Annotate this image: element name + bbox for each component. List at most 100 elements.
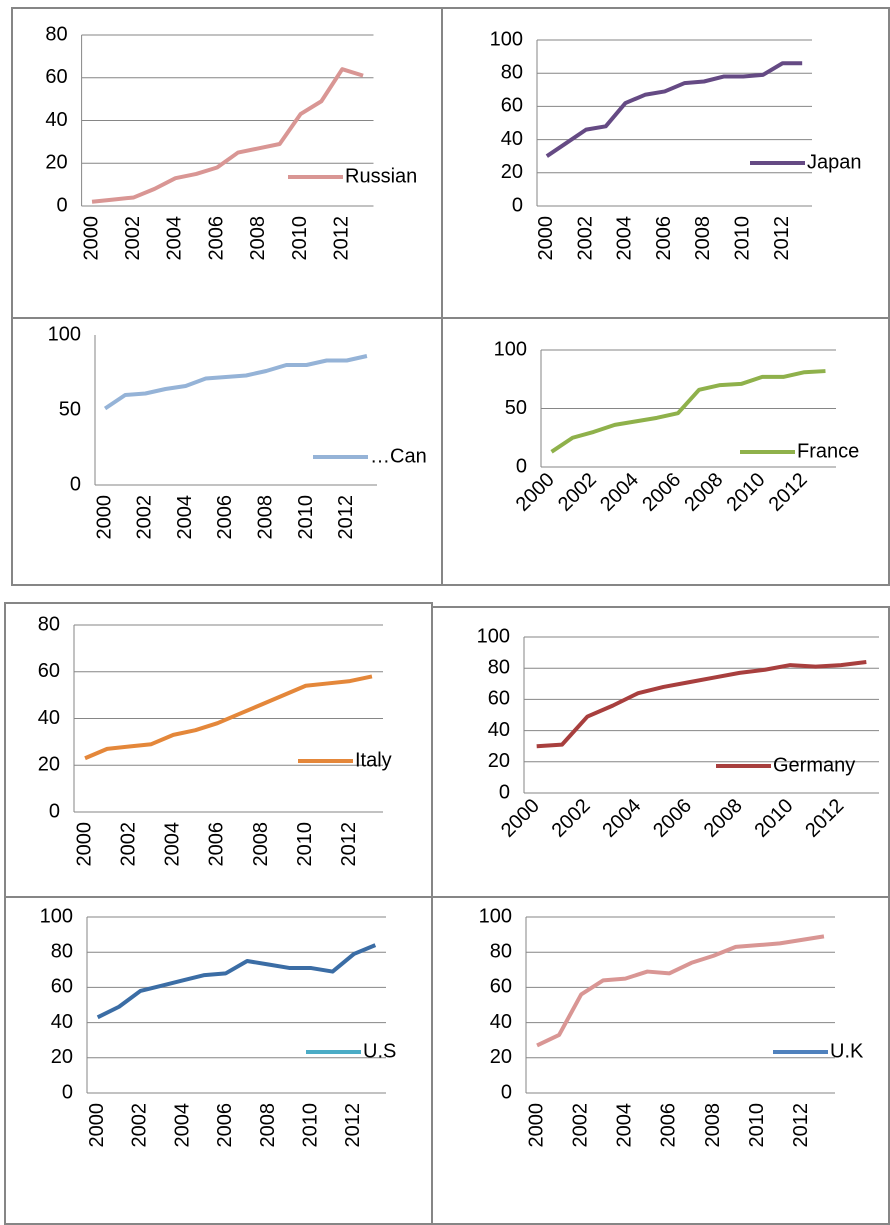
y-tick-label: 40 xyxy=(45,109,67,131)
x-tick-label: 2008 xyxy=(250,822,272,867)
x-tick-label: 2004 xyxy=(598,795,645,842)
legend-label: Italy xyxy=(355,749,392,771)
x-tick-label: 2004 xyxy=(171,1103,193,1148)
x-tick-label: 2010 xyxy=(722,469,769,516)
x-tick-label: 2010 xyxy=(295,495,317,540)
x-tick-label: 2012 xyxy=(771,216,793,261)
y-tick-label: 0 xyxy=(512,194,523,216)
data-line xyxy=(536,659,867,749)
y-tick-label: 0 xyxy=(70,473,81,495)
panel-border xyxy=(431,896,890,1225)
y-tick-label: 80 xyxy=(51,940,73,962)
y-tick-label: 0 xyxy=(516,455,527,477)
y-tick-label: 60 xyxy=(488,688,510,710)
x-tick-label: 2006 xyxy=(658,1103,680,1148)
y-tick-label: 100 xyxy=(477,625,510,647)
x-tick-label: 2002 xyxy=(129,1103,151,1148)
x-tick-label: 2004 xyxy=(614,216,636,261)
x-tick-label: 2010 xyxy=(289,216,311,261)
y-tick-label: 50 xyxy=(505,397,527,419)
x-tick-label: 2012 xyxy=(801,795,848,842)
x-tick-label: 2004 xyxy=(596,469,643,516)
y-tick-label: 20 xyxy=(51,1046,73,1068)
y-tick-label: 60 xyxy=(490,976,512,998)
x-tick-label: 2012 xyxy=(338,822,360,867)
y-tick-label: 40 xyxy=(488,719,510,741)
legend-label: France xyxy=(797,440,859,462)
x-tick-label: 2002 xyxy=(574,216,596,261)
x-tick-label: 2004 xyxy=(164,216,186,261)
y-tick-label: 80 xyxy=(45,23,67,45)
x-tick-label: 2012 xyxy=(331,216,353,261)
data-line xyxy=(536,934,825,1048)
y-tick-label: 100 xyxy=(490,28,523,50)
x-tick-label: 2004 xyxy=(614,1103,636,1148)
y-tick-label: 100 xyxy=(479,905,512,927)
y-tick-label: 50 xyxy=(59,398,81,420)
x-tick-label: 2012 xyxy=(790,1103,812,1148)
x-tick-label: 2004 xyxy=(162,822,184,867)
x-tick-label: 2006 xyxy=(649,795,696,842)
y-tick-label: 100 xyxy=(48,323,81,345)
x-tick-label: 2010 xyxy=(300,1103,322,1148)
x-tick-label: 2002 xyxy=(554,469,601,516)
legend-label: U.S xyxy=(363,1040,396,1062)
y-tick-label: 40 xyxy=(51,1011,73,1033)
y-tick-label: 60 xyxy=(51,976,73,998)
data-line xyxy=(96,943,377,1020)
x-tick-label: 2012 xyxy=(335,495,357,540)
data-line xyxy=(103,354,368,411)
x-tick-label: 2008 xyxy=(692,216,714,261)
y-tick-label: 20 xyxy=(488,750,510,772)
legend-label: Japan xyxy=(807,151,862,173)
x-tick-label: 2008 xyxy=(702,1103,724,1148)
legend-label: Germany xyxy=(773,754,855,776)
x-tick-label: 2000 xyxy=(93,495,115,540)
y-tick-label: 40 xyxy=(38,707,60,729)
y-tick-label: 40 xyxy=(490,1011,512,1033)
x-tick-label: 2010 xyxy=(746,1103,768,1148)
x-tick-label: 2008 xyxy=(257,1103,279,1148)
y-tick-label: 0 xyxy=(62,1081,73,1103)
y-tick-label: 0 xyxy=(49,800,60,822)
y-tick-label: 60 xyxy=(38,660,60,682)
data-line xyxy=(550,369,826,454)
x-tick-label: 2010 xyxy=(732,216,754,261)
y-tick-label: 60 xyxy=(45,66,67,88)
legend-label: Russian xyxy=(345,165,417,187)
data-line xyxy=(545,61,803,158)
legend-label: U.K xyxy=(830,1040,864,1062)
y-tick-label: 80 xyxy=(488,656,510,678)
x-tick-label: 2008 xyxy=(247,216,269,261)
x-tick-label: 2000 xyxy=(80,216,102,261)
x-tick-label: 2006 xyxy=(205,216,227,261)
x-tick-label: 2006 xyxy=(214,495,236,540)
y-tick-label: 20 xyxy=(38,754,60,776)
x-tick-label: 2008 xyxy=(254,495,276,540)
x-tick-label: 2002 xyxy=(134,495,156,540)
data-line xyxy=(84,674,373,761)
x-tick-label: 2006 xyxy=(638,469,685,516)
y-tick-label: 20 xyxy=(45,152,67,174)
y-tick-label: 80 xyxy=(38,613,60,635)
x-tick-label: 2006 xyxy=(214,1103,236,1148)
y-tick-label: 0 xyxy=(56,194,67,216)
y-tick-label: 20 xyxy=(490,1046,512,1068)
x-tick-label: 2008 xyxy=(680,469,727,516)
panel-border xyxy=(441,317,890,586)
x-tick-label: 2000 xyxy=(73,822,95,867)
x-tick-label: 2010 xyxy=(750,795,797,842)
y-tick-label: 60 xyxy=(501,95,523,117)
y-tick-label: 20 xyxy=(501,161,523,183)
data-line xyxy=(91,67,364,204)
x-tick-label: 2000 xyxy=(535,216,557,261)
x-tick-label: 2004 xyxy=(174,495,196,540)
x-tick-label: 2006 xyxy=(653,216,675,261)
y-tick-label: 80 xyxy=(490,940,512,962)
x-tick-label: 2002 xyxy=(122,216,144,261)
y-tick-label: 0 xyxy=(501,1081,512,1103)
x-tick-label: 2006 xyxy=(206,822,228,867)
x-tick-label: 2002 xyxy=(569,1103,591,1148)
x-tick-label: 2008 xyxy=(700,795,747,842)
